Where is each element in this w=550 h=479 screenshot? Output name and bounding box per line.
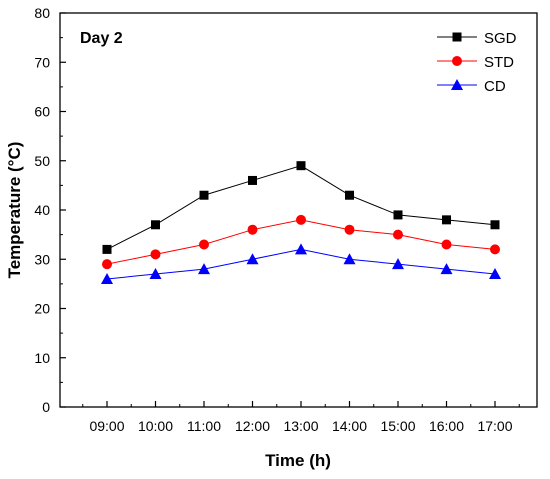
- data-point-circle: [452, 56, 462, 66]
- data-point-square: [151, 220, 160, 230]
- series-std: [102, 214, 500, 270]
- y-axis-title: Temperature (°C): [5, 142, 24, 279]
- data-point-circle: [102, 259, 112, 270]
- x-tick-label: 13:00: [283, 418, 318, 434]
- legend-label-std: STD: [484, 54, 514, 71]
- data-point-square: [442, 215, 451, 225]
- data-point-square: [248, 175, 257, 185]
- x-tick-label: 10:00: [138, 418, 173, 434]
- y-tick-label: 10: [34, 350, 50, 366]
- series-layer: [101, 161, 501, 284]
- data-point-square: [102, 244, 112, 254]
- legend-item-std: STD: [437, 54, 514, 71]
- data-point-triangle: [343, 253, 356, 265]
- y-tick-label: 20: [34, 301, 50, 317]
- data-point-triangle: [198, 263, 210, 275]
- series-line-std: [106, 219, 496, 265]
- data-point-triangle: [101, 272, 113, 284]
- x-tick-label: 17:00: [477, 418, 512, 434]
- legend-label-cd: CD: [484, 78, 506, 95]
- data-point-circle: [296, 214, 306, 225]
- x-tick-label: 16:00: [429, 418, 464, 434]
- legend: SGD STD CD: [437, 30, 517, 95]
- x-axis-title: Time (h): [265, 451, 331, 470]
- legend-item-cd: CD: [437, 78, 506, 95]
- y-axis: 0 10 20 30 40 50 60 70 80: [34, 5, 66, 415]
- data-point-square: [490, 220, 500, 230]
- y-tick-label: 80: [34, 5, 50, 21]
- data-point-circle: [344, 224, 355, 235]
- data-point-triangle: [149, 268, 162, 280]
- series-sgd: [102, 161, 500, 254]
- data-point-triangle: [489, 268, 501, 280]
- data-point-triangle: [246, 253, 259, 265]
- y-tick-label: 40: [34, 202, 50, 218]
- plot-frame: [59, 12, 538, 408]
- data-point-triangle: [451, 79, 463, 90]
- legend-item-sgd: SGD: [437, 30, 517, 47]
- data-point-circle: [393, 229, 403, 240]
- x-tick-label: 09:00: [89, 418, 124, 434]
- data-point-square: [345, 190, 354, 200]
- y-tick-label: 50: [34, 153, 50, 169]
- x-tick-label: 12:00: [235, 418, 270, 434]
- data-point-square: [199, 190, 209, 200]
- x-tick-label: 15:00: [380, 418, 415, 434]
- data-point-triangle: [392, 258, 404, 270]
- x-axis: 09:00 10:00 11:00 12:00 13:00 14:00 15:00 16:00…: [82, 401, 520, 434]
- data-point-circle: [199, 239, 209, 250]
- series-cd: [101, 243, 501, 284]
- data-point-square: [452, 32, 462, 42]
- y-tick-label: 60: [34, 104, 50, 120]
- series-line-sgd: [106, 165, 496, 250]
- y-tick-label: 0: [42, 399, 50, 415]
- legend-label-sgd: SGD: [484, 30, 517, 47]
- data-point-square: [393, 210, 403, 220]
- data-point-triangle: [440, 263, 453, 275]
- panel-label: Day 2: [80, 30, 123, 47]
- y-tick-label: 30: [34, 251, 50, 267]
- x-tick-label: 14:00: [332, 418, 367, 434]
- data-point-circle: [247, 224, 258, 235]
- data-point-circle: [490, 244, 500, 255]
- data-point-triangle: [295, 243, 307, 255]
- y-tick-label: 70: [34, 54, 50, 70]
- x-tick-label: 11:00: [187, 418, 221, 434]
- data-point-square: [296, 161, 306, 171]
- data-point-circle: [150, 249, 161, 260]
- data-point-circle: [441, 239, 452, 250]
